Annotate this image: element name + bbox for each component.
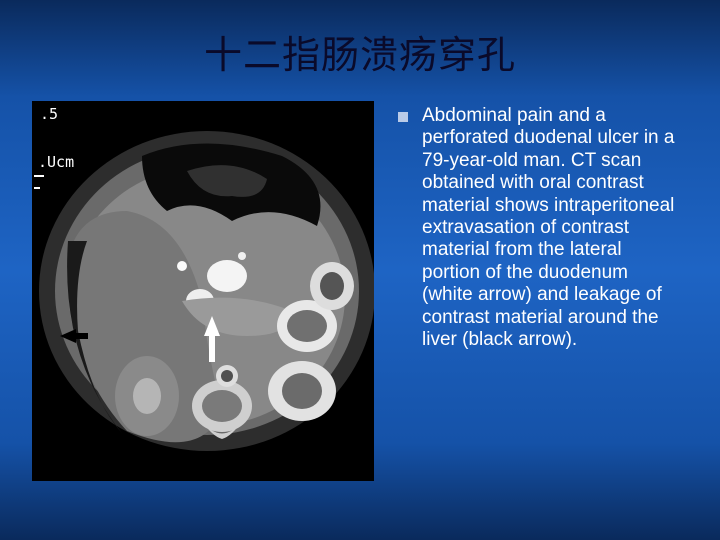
ct-image: .5 .Ucm <box>32 101 374 481</box>
content-row: .5 .Ucm Abdominal pain and a perforated … <box>32 101 688 481</box>
text-column: Abdominal pain and a perforated duodenal… <box>398 101 688 351</box>
bullet-item: Abdominal pain and a perforated duodenal… <box>398 105 682 351</box>
ct-label-scale: .Ucm <box>38 153 74 171</box>
slide: 十二指肠溃疡穿孔 <box>0 0 720 540</box>
body-text: Abdominal pain and a perforated duodenal… <box>422 105 682 351</box>
ct-svg: .5 .Ucm <box>32 101 374 481</box>
slide-title: 十二指肠溃疡穿孔 <box>32 24 688 79</box>
square-bullet-icon <box>398 112 408 122</box>
ct-label-top: .5 <box>40 105 58 123</box>
